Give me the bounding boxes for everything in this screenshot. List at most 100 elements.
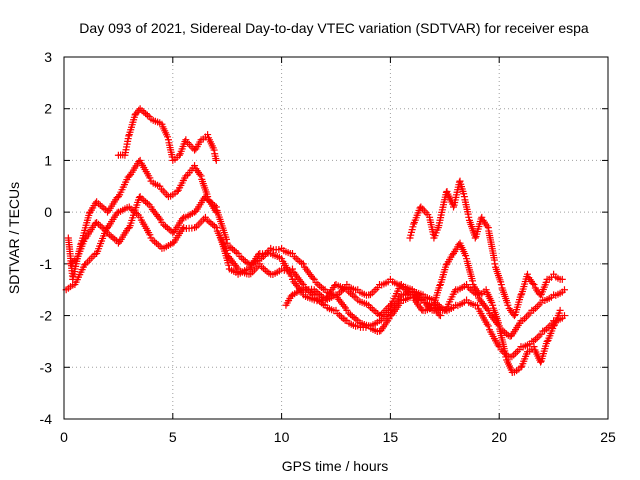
y-tick-label: -1 <box>40 256 53 272</box>
data-point <box>204 131 212 139</box>
y-axis-label: SDTVAR / TECUs <box>6 182 22 294</box>
data-point <box>494 341 502 349</box>
data-point <box>436 281 444 289</box>
data-point <box>465 213 473 221</box>
data-point <box>314 280 322 288</box>
data-point <box>471 234 479 242</box>
y-tick-label: 0 <box>44 204 52 220</box>
data-point <box>212 156 220 164</box>
data-point <box>319 301 327 309</box>
y-tick-label: 3 <box>44 49 52 65</box>
data-point <box>478 213 486 221</box>
data-point <box>340 302 348 310</box>
data-point <box>541 327 549 335</box>
data-point <box>200 194 208 202</box>
data-point <box>530 343 538 351</box>
data-point <box>558 275 566 283</box>
x-axis-label: GPS time / hours <box>282 458 389 474</box>
data-point <box>212 224 220 232</box>
data-point <box>372 285 380 293</box>
data-point <box>556 306 564 314</box>
data-point <box>502 353 510 361</box>
data-point <box>497 281 505 289</box>
data-point <box>231 261 239 269</box>
data-point <box>489 301 497 309</box>
data-point <box>212 203 220 211</box>
data-point <box>517 291 525 299</box>
data-point <box>125 172 133 180</box>
data-point <box>513 347 521 355</box>
data-point <box>196 170 204 178</box>
data-point <box>113 209 121 217</box>
data-point <box>456 177 464 185</box>
x-tick-label: 10 <box>274 429 290 445</box>
data-point <box>292 254 300 262</box>
data-point <box>410 220 418 228</box>
data-point <box>298 279 306 287</box>
data-point <box>178 215 186 223</box>
x-tick-label: 5 <box>169 429 177 445</box>
data-point <box>537 358 545 366</box>
data-point <box>483 320 491 328</box>
data-point <box>337 313 345 321</box>
data-point <box>386 301 394 309</box>
data-point <box>529 279 537 287</box>
data-point <box>316 282 324 290</box>
data-point <box>512 349 520 357</box>
data-point <box>483 305 491 313</box>
data-point <box>484 322 492 330</box>
data-point <box>173 187 181 195</box>
data-point <box>522 313 530 321</box>
data-point <box>104 208 112 216</box>
data-point <box>336 311 344 319</box>
data-point <box>261 266 269 274</box>
data-points <box>62 105 568 376</box>
data-point <box>132 110 140 118</box>
data-point <box>510 312 518 320</box>
x-tick-label: 25 <box>600 429 616 445</box>
data-point <box>560 286 568 294</box>
data-point <box>462 252 470 260</box>
x-tick-label: 0 <box>60 429 68 445</box>
data-point <box>436 312 444 320</box>
data-point <box>91 219 99 227</box>
y-tick-label: 1 <box>44 152 52 168</box>
data-point <box>309 274 317 282</box>
data-point <box>494 319 502 327</box>
data-point <box>504 301 512 309</box>
data-point <box>265 269 273 277</box>
data-point <box>533 334 541 342</box>
data-point <box>294 256 302 264</box>
data-point <box>319 285 327 293</box>
data-point <box>491 260 499 268</box>
data-point <box>473 301 481 309</box>
data-point <box>537 330 545 338</box>
data-point <box>370 287 378 295</box>
grid-lines <box>64 57 608 419</box>
data-point <box>298 259 306 267</box>
data-point <box>290 253 298 261</box>
data-point <box>533 303 541 311</box>
data-point <box>523 270 531 278</box>
axis-ticks: 0 5 10 15 20 25 -4 -3 -2 -1 0 1 2 3 <box>40 49 616 445</box>
data-point <box>560 312 568 320</box>
data-point <box>254 250 262 258</box>
data-point <box>114 239 122 247</box>
y-tick-label: -2 <box>40 308 53 324</box>
data-point <box>240 256 248 264</box>
y-tick-label: -3 <box>40 359 53 375</box>
data-point <box>530 281 538 289</box>
data-point <box>146 174 154 182</box>
data-point <box>385 315 393 323</box>
data-point <box>197 172 205 180</box>
data-point <box>508 353 516 361</box>
x-tick-label: 15 <box>383 429 399 445</box>
data-point <box>287 272 295 280</box>
data-point <box>366 291 374 299</box>
data-point <box>238 254 246 262</box>
data-point <box>175 151 183 159</box>
x-tick-label: 20 <box>491 429 507 445</box>
data-point <box>191 162 199 170</box>
data-point <box>312 279 320 287</box>
